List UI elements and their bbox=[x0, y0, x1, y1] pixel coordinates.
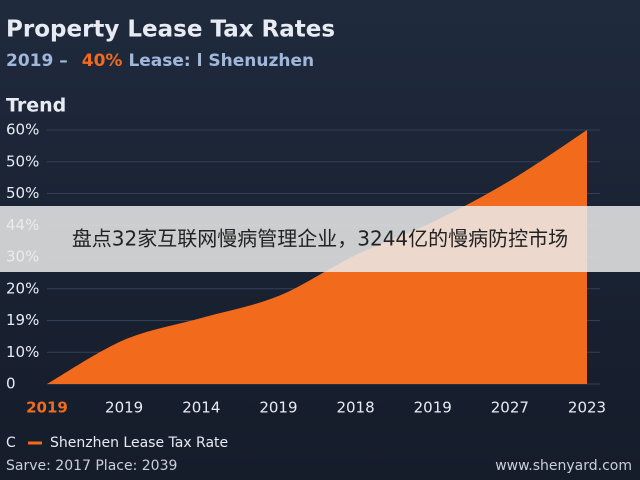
x-tick-label: 2023 bbox=[568, 399, 606, 417]
legend-label: Shenzhen Lease Tax Rate bbox=[50, 435, 228, 451]
subtitle: 2019 – 40% Lease: l Shenuzhen bbox=[6, 51, 314, 71]
x-tick-label: 2019 bbox=[26, 399, 68, 417]
axis-title: Trend bbox=[6, 95, 66, 117]
subtitle-part: 2019 – bbox=[6, 51, 68, 71]
legend-prefix: C bbox=[6, 435, 16, 451]
y-tick-label: 50% bbox=[6, 184, 39, 202]
y-tick-label: 10% bbox=[6, 343, 39, 361]
x-tick-label: 2019 bbox=[414, 399, 452, 417]
y-tick-label: 50% bbox=[6, 152, 39, 170]
y-tick-label: 0 bbox=[6, 375, 16, 393]
chart-title: Property Lease Tax Rates bbox=[6, 17, 335, 43]
banner bbox=[0, 206, 640, 272]
subtitle-part: 40% bbox=[82, 51, 123, 71]
banner-text: 盘点32家互联网慢病管理企业，3244亿的慢病防控市场 bbox=[72, 227, 568, 251]
x-tick-label: 2019 bbox=[105, 399, 143, 417]
x-tick-label: 2014 bbox=[182, 399, 220, 417]
footer-url: www.shenyard.com bbox=[495, 458, 632, 474]
footer-source: Sarve: 2017 Place: 2039 bbox=[6, 458, 177, 474]
area bbox=[47, 130, 587, 384]
x-tick-label: 2018 bbox=[336, 399, 374, 417]
x-tick-label: 2019 bbox=[259, 399, 297, 417]
y-tick-label: 60% bbox=[6, 121, 39, 139]
x-tick-label: 2027 bbox=[491, 399, 529, 417]
y-tick-label: 20% bbox=[6, 279, 39, 297]
y-tick-label: 19% bbox=[6, 311, 39, 329]
subtitle-part: Lease: l Shenuzhen bbox=[128, 51, 314, 71]
